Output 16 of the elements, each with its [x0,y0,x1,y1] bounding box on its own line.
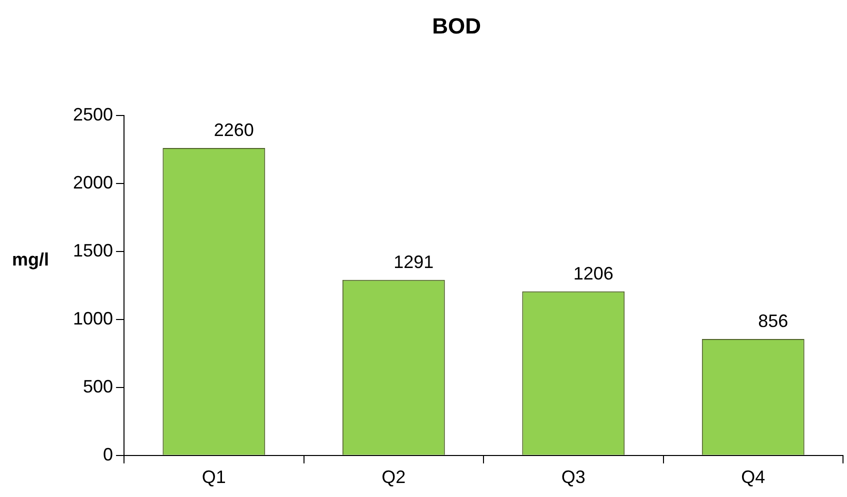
y-tick-label: 0 [103,444,114,464]
y-tick-label: 2000 [72,172,114,192]
chart-title: BOD [432,13,481,38]
y-axis-title: mg/l [12,249,50,270]
x-tick-label: Q4 [741,467,766,488]
x-tick-label: Q2 [382,467,406,488]
data-label: 1291 [394,252,434,272]
data-label: 1206 [573,263,614,284]
data-label: 2260 [214,120,254,140]
y-tick-label: 1000 [72,308,114,328]
data-label: 856 [758,310,788,331]
y-tick-label: 1500 [72,240,114,260]
x-tick-label: Q1 [202,467,226,488]
y-tick-label: 500 [82,376,114,396]
x-tick-label: Q3 [561,467,586,488]
y-tick-label: 2500 [72,104,114,124]
